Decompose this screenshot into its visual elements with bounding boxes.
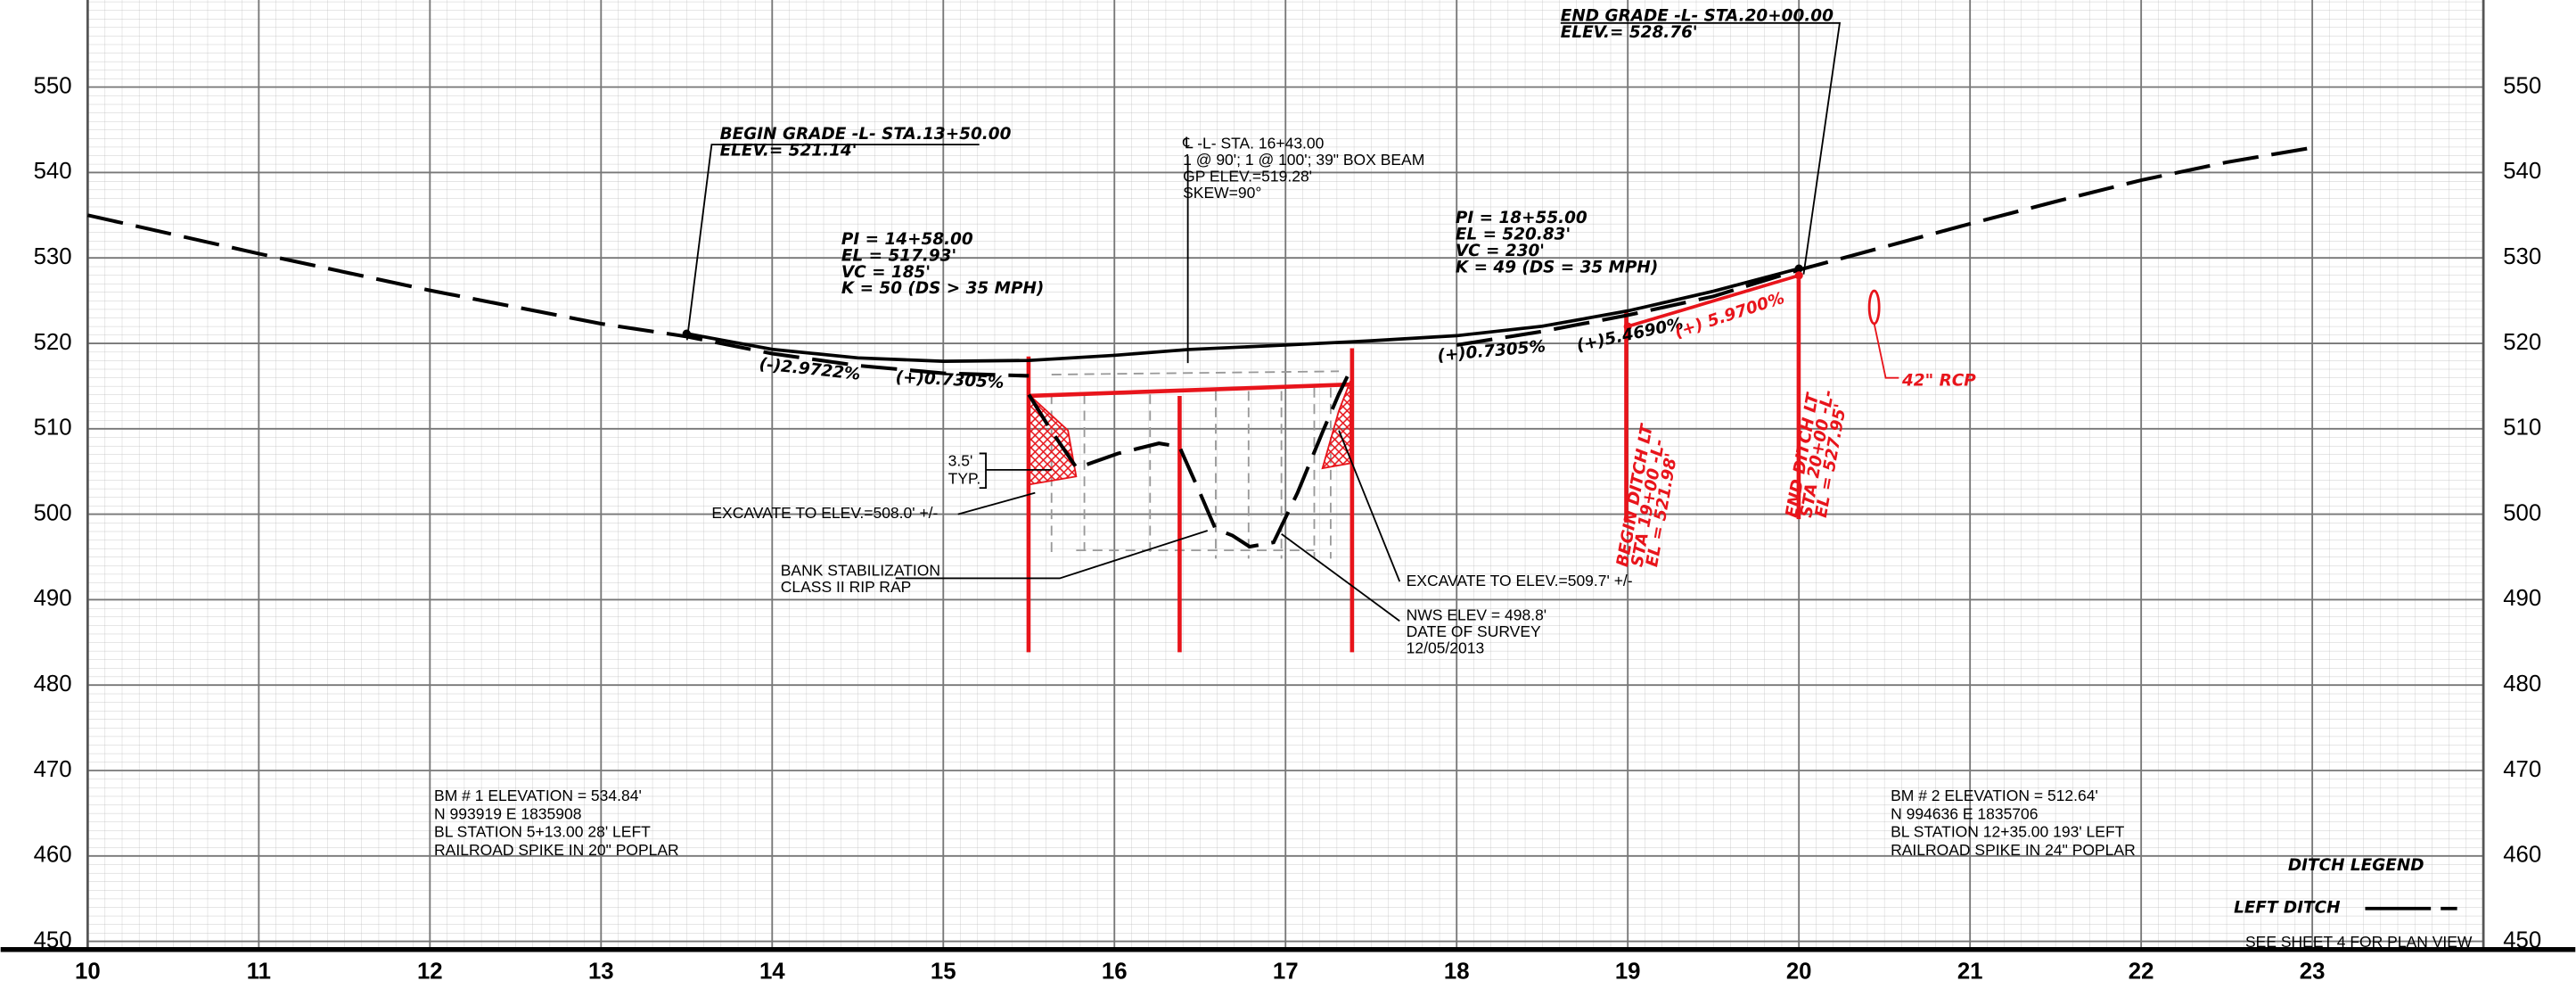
annotation: DATE OF SURVEY bbox=[1407, 622, 1541, 640]
annotation: GP ELEV.=519.28' bbox=[1183, 168, 1312, 185]
y-tick-label: 500 bbox=[2503, 500, 2541, 525]
annotation: SKEW=90° bbox=[1183, 184, 1261, 202]
annotation: 1 @ 90'; 1 @ 100'; 39" BOX BEAM bbox=[1183, 151, 1424, 169]
bridge-structure bbox=[1026, 279, 1899, 653]
x-tick-label: 18 bbox=[1444, 959, 1470, 984]
y-tick-label: 450 bbox=[2503, 927, 2541, 952]
annotation: N 994636 E 1835706 bbox=[1891, 804, 2038, 822]
annotation: VC = 185' bbox=[841, 263, 931, 282]
annotation: ℄ -L- STA. 16+43.00 bbox=[1182, 135, 1325, 152]
annotation: PI = 18+55.00 bbox=[1456, 209, 1587, 227]
x-tick-label: 23 bbox=[2300, 959, 2326, 984]
y-tick-label: 480 bbox=[2503, 672, 2541, 696]
annotation: EXCAVATE TO ELEV.=508.0' +/- bbox=[711, 504, 938, 522]
profile-line bbox=[685, 267, 1800, 363]
y-tick-label: 460 bbox=[2503, 843, 2541, 868]
annotation: K = 50 (DS > 35 MPH) bbox=[841, 279, 1044, 298]
leader-lines bbox=[685, 21, 2465, 911]
y-tick-label: 550 bbox=[2503, 73, 2541, 98]
annotation: RAILROAD SPIKE IN 24" POPLAR bbox=[1891, 841, 2136, 859]
annotation: BL STATION 12+35.00 193' LEFT bbox=[1891, 823, 2125, 841]
y-tick-label: 500 bbox=[34, 500, 72, 525]
annotation: ELEV.= 528.76' bbox=[1561, 23, 1698, 42]
x-tick-label: 20 bbox=[1786, 959, 1812, 984]
annotation: TYP. bbox=[948, 470, 981, 488]
annotation: SEE SHEET 4 FOR PLAN VIEW bbox=[2245, 933, 2473, 951]
x-tick-label: 15 bbox=[931, 959, 956, 984]
annotation: BANK STABILIZATION bbox=[781, 562, 940, 580]
annotation: BM # 1 ELEVATION = 534.84' bbox=[434, 787, 642, 804]
x-tick-label: 11 bbox=[247, 959, 271, 984]
y-tick-label: 550 bbox=[34, 73, 72, 98]
profile-line bbox=[1027, 368, 1353, 549]
annotation: N 993919 E 1835908 bbox=[434, 804, 581, 822]
y-tick-label: 490 bbox=[34, 586, 72, 611]
annotation: END GRADE -L- STA.20+00.00 bbox=[1561, 6, 1834, 25]
x-tick-label: 13 bbox=[588, 959, 614, 984]
y-tick-label: 480 bbox=[34, 672, 72, 696]
annotation: PI = 14+58.00 bbox=[841, 230, 973, 249]
y-tick-label: 530 bbox=[34, 244, 72, 269]
annotation: BEGIN GRADE -L- STA.13+50.00 bbox=[720, 125, 1012, 144]
legend-label: LEFT DITCH bbox=[2234, 899, 2341, 918]
y-tick-label: 540 bbox=[34, 159, 72, 184]
annotation: 12/05/2013 bbox=[1407, 639, 1485, 656]
annotation: VC = 230' bbox=[1456, 242, 1545, 260]
x-tick-label: 22 bbox=[2129, 959, 2154, 984]
legend-title: DITCH LEGEND bbox=[2288, 856, 2424, 875]
x-tick-label: 12 bbox=[417, 959, 443, 984]
y-tick-label: 510 bbox=[34, 416, 72, 441]
y-tick-label: 510 bbox=[2503, 416, 2541, 441]
annotation: EL = 517.93' bbox=[841, 246, 956, 265]
y-tick-label: 450 bbox=[34, 927, 72, 952]
x-tick-label: 19 bbox=[1615, 959, 1641, 984]
x-tick-label: 10 bbox=[75, 959, 101, 984]
y-tick-label: 460 bbox=[34, 843, 72, 868]
grade-point bbox=[1794, 271, 1803, 280]
profile-line bbox=[86, 145, 2313, 378]
y-tick-label: 470 bbox=[34, 757, 72, 782]
annotation: K = 49 (DS = 35 MPH) bbox=[1456, 258, 1658, 276]
y-tick-label: 530 bbox=[2503, 244, 2541, 269]
annotation: CLASS II RIP RAP bbox=[781, 578, 912, 596]
annotation: RAILROAD SPIKE IN 20" POPLAR bbox=[434, 841, 679, 859]
annotation: BM # 2 ELEVATION = 512.64' bbox=[1891, 787, 2098, 804]
x-tick-label: 16 bbox=[1102, 959, 1128, 984]
annotation: ELEV.= 521.14' bbox=[720, 141, 857, 160]
grade-point bbox=[1623, 322, 1632, 331]
marks bbox=[86, 145, 2313, 549]
x-tick-label: 17 bbox=[1273, 959, 1299, 984]
profile-line bbox=[1627, 274, 1800, 328]
x-tick-label: 21 bbox=[1957, 959, 1983, 984]
annotation: EL = 520.83' bbox=[1456, 225, 1571, 243]
y-tick-label: 490 bbox=[2503, 586, 2541, 611]
annotation: 42" RCP bbox=[1901, 371, 1976, 390]
x-tick-label: 14 bbox=[759, 959, 785, 984]
annotation: 3.5' bbox=[948, 451, 973, 469]
y-tick-label: 470 bbox=[2503, 757, 2541, 782]
annotation: NWS ELEV = 498.8' bbox=[1407, 606, 1547, 623]
y-tick-label: 540 bbox=[2503, 159, 2541, 184]
annotation: BL STATION 5+13.00 28' LEFT bbox=[434, 823, 651, 841]
y-tick-label: 520 bbox=[34, 330, 72, 355]
y-tick-label: 520 bbox=[2503, 330, 2541, 355]
annotation: EXCAVATE TO ELEV.=509.7' +/- bbox=[1407, 572, 1633, 589]
